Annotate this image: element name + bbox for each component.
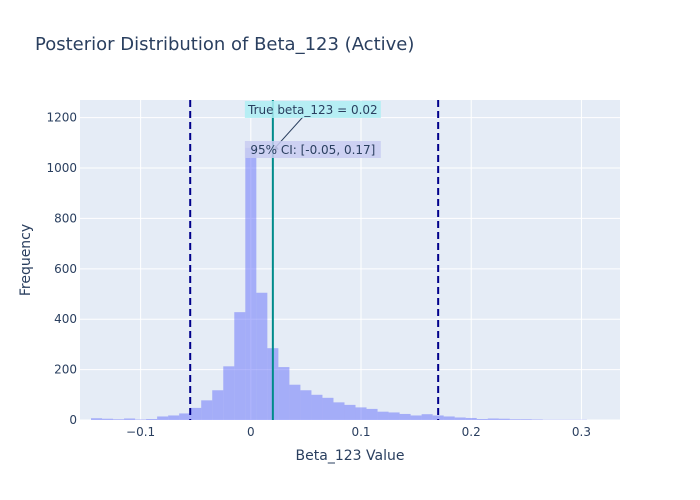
annotation-box xyxy=(244,101,381,118)
y-tick-label: 1000 xyxy=(46,161,77,175)
annotation-box xyxy=(244,141,381,158)
x-axis-title: Beta_123 Value xyxy=(296,448,405,464)
histogram-bar xyxy=(410,415,422,420)
histogram-bar xyxy=(135,419,147,420)
histogram-bar xyxy=(520,419,532,420)
histogram-bar xyxy=(344,404,356,420)
histogram-bar xyxy=(168,415,180,420)
x-tick-label: 0.3 xyxy=(572,425,591,439)
x-tick-label: 0.2 xyxy=(462,425,481,439)
histogram-bar xyxy=(289,384,301,420)
histogram-bar xyxy=(124,418,136,420)
histogram-bar xyxy=(432,415,444,420)
histogram-bar xyxy=(399,413,411,420)
histogram-bar xyxy=(212,390,224,420)
histogram-bar xyxy=(113,419,125,420)
histogram-bar xyxy=(190,407,202,420)
histogram-bar xyxy=(366,408,378,420)
histogram-bar xyxy=(311,394,323,420)
y-axis-title: Frequency xyxy=(18,224,34,296)
histogram-bar xyxy=(245,147,257,420)
histogram-bar xyxy=(421,414,433,420)
histogram-bar xyxy=(179,413,191,420)
histogram-bar xyxy=(443,416,455,420)
histogram-bar xyxy=(146,418,158,420)
histogram-bar xyxy=(377,411,389,420)
histogram-bar xyxy=(234,312,246,420)
histogram-bar xyxy=(476,418,488,420)
y-tick-label: 200 xyxy=(54,363,77,377)
y-tick-label: 1200 xyxy=(46,111,77,125)
x-tick-label: 0.1 xyxy=(351,425,370,439)
histogram-bar xyxy=(454,417,466,420)
histogram-bar xyxy=(487,418,499,420)
histogram-bar xyxy=(531,419,543,420)
histogram-bar xyxy=(157,416,169,420)
y-tick-label: 800 xyxy=(54,211,77,225)
x-tick-label: −0.1 xyxy=(126,425,155,439)
histogram-bar xyxy=(300,390,312,420)
histogram-bar xyxy=(509,419,521,420)
histogram-bar xyxy=(223,366,235,420)
histogram-bar xyxy=(322,397,334,420)
histogram-bar xyxy=(102,418,114,420)
histogram-bar xyxy=(465,417,477,420)
y-tick-label: 600 xyxy=(54,262,77,276)
histogram-bar xyxy=(256,292,268,420)
y-tick-label: 400 xyxy=(54,312,77,326)
histogram-bar xyxy=(91,418,103,420)
histogram-bar xyxy=(388,412,400,420)
chart-title: Posterior Distribution of Beta_123 (Acti… xyxy=(35,34,414,55)
y-tick-label: 0 xyxy=(69,413,77,427)
histogram-bar xyxy=(201,400,213,420)
true-value-annotation: True beta_123 = 0.02 xyxy=(247,103,378,117)
histogram-bar xyxy=(498,418,510,420)
histogram-bar xyxy=(333,402,345,420)
x-tick-label: 0 xyxy=(247,425,255,439)
histogram-bar xyxy=(355,407,367,420)
histogram-bar xyxy=(278,367,290,420)
ci-annotation: 95% CI: [-0.05, 0.17] xyxy=(250,143,375,157)
